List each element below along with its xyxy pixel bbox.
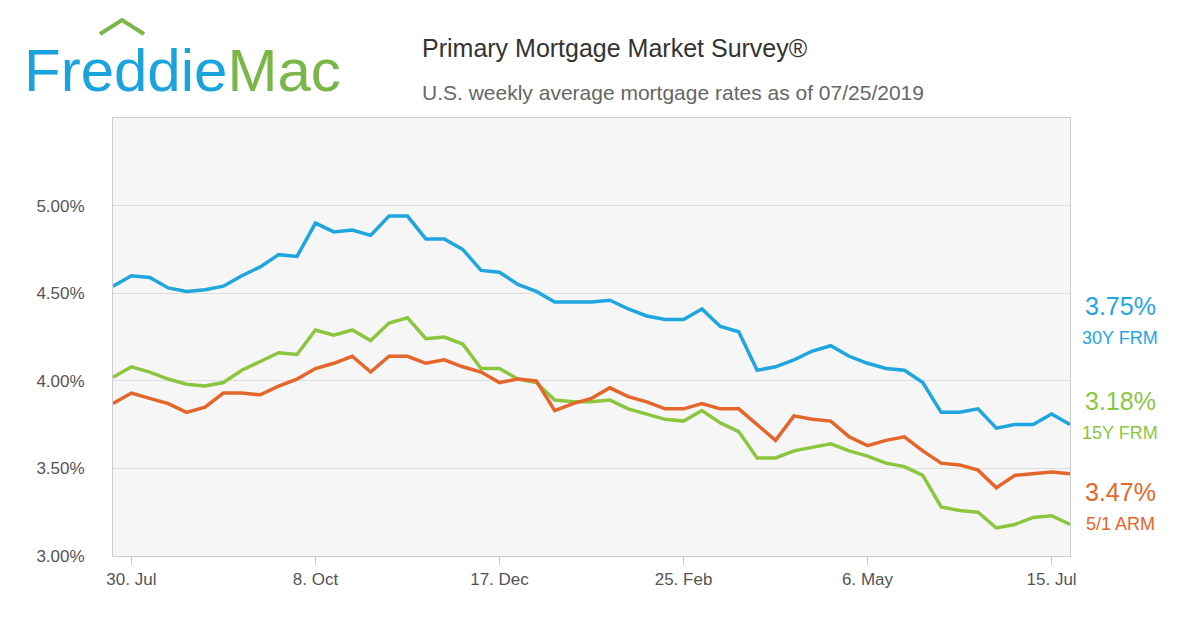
svg-text:3.18%: 3.18% — [1085, 387, 1156, 415]
svg-text:4.00%: 4.00% — [36, 372, 84, 391]
svg-text:5/1 ARM: 5/1 ARM — [1086, 514, 1155, 534]
svg-text:U.S. weekly average mortgage r: U.S. weekly average mortgage rates as of… — [422, 81, 924, 104]
svg-text:17. Dec: 17. Dec — [470, 570, 529, 589]
svg-text:30. Jul: 30. Jul — [106, 570, 156, 589]
svg-text:25. Feb: 25. Feb — [655, 570, 713, 589]
svg-text:6. May: 6. May — [842, 570, 894, 589]
svg-text:3.47%: 3.47% — [1085, 478, 1156, 506]
svg-text:15Y FRM: 15Y FRM — [1082, 423, 1158, 443]
svg-text:30Y FRM: 30Y FRM — [1082, 328, 1158, 348]
svg-text:Primary Mortgage Market Survey: Primary Mortgage Market Survey® — [422, 34, 808, 62]
svg-text:15. Jul: 15. Jul — [1027, 570, 1077, 589]
svg-text:8. Oct: 8. Oct — [293, 570, 339, 589]
svg-text:FreddieMac: FreddieMac — [24, 37, 341, 104]
svg-text:3.00%: 3.00% — [36, 547, 84, 566]
svg-text:3.50%: 3.50% — [36, 459, 84, 478]
svg-text:3.75%: 3.75% — [1085, 292, 1156, 320]
svg-text:5.00%: 5.00% — [36, 197, 84, 216]
svg-text:4.50%: 4.50% — [36, 284, 84, 303]
